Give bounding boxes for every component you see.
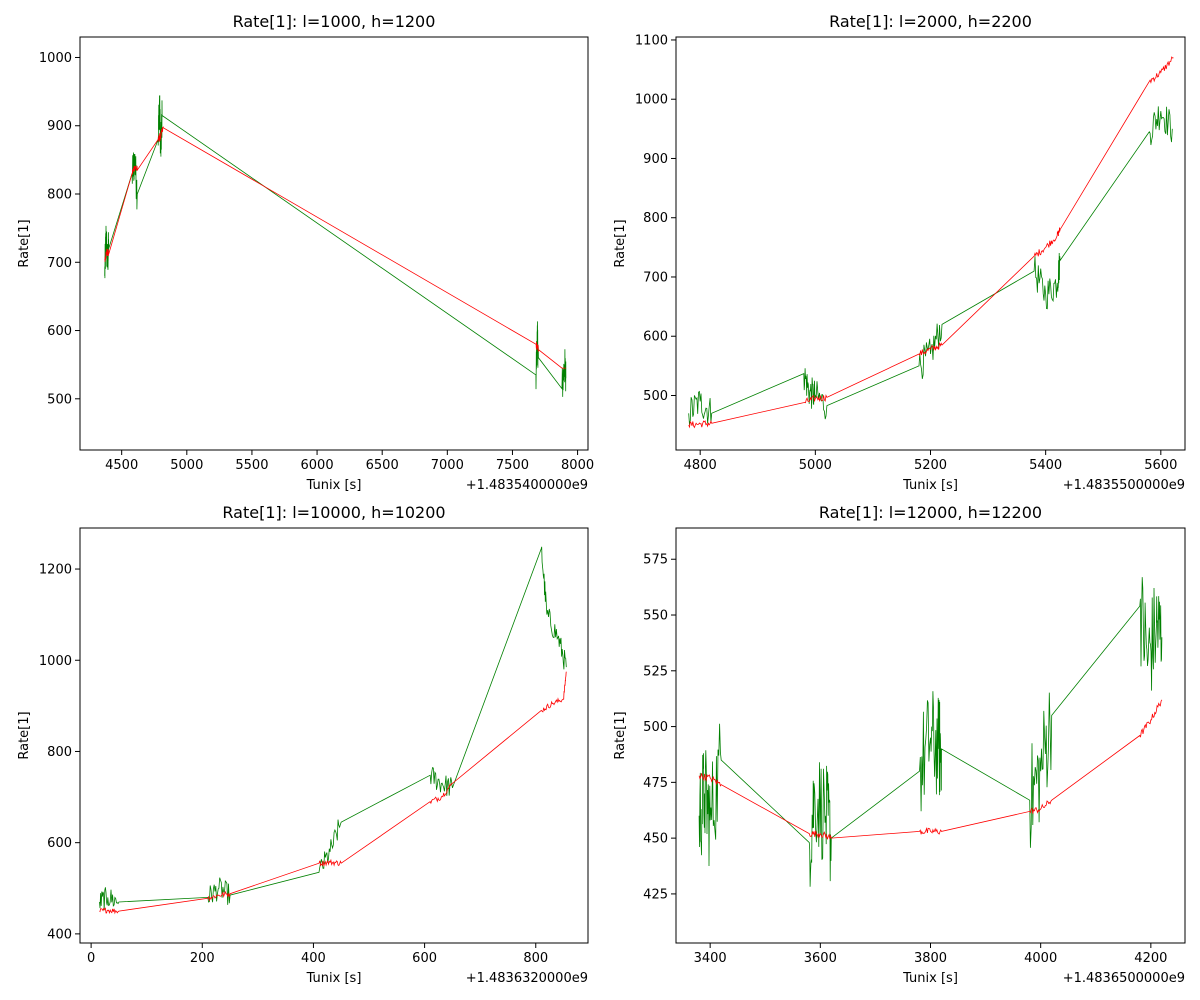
- y-tick-label: 700: [47, 256, 72, 271]
- series-line-red: [698, 699, 1163, 840]
- chart-title: Rate[1]: l=1000, h=1200: [233, 12, 436, 31]
- y-tick-label: 500: [47, 392, 72, 407]
- y-tick-label: 800: [643, 211, 668, 226]
- x-tick-label: 0: [87, 951, 95, 966]
- y-tick-label: 800: [47, 745, 72, 760]
- chart-panel-3: Rate[1]: l=10000, h=10200 0 200 400 600 800 40…: [17, 503, 589, 986]
- axes-frame: [675, 527, 1186, 944]
- chart-title: Rate[1]: l=2000, h=2200: [829, 12, 1032, 31]
- x-offset-text: +1.4836500000e9: [1063, 971, 1185, 986]
- series-group: [688, 56, 1174, 429]
- y-tick-label: 800: [47, 188, 72, 203]
- y-tick-label: 1200: [39, 563, 72, 578]
- y-axis-label: Rate[1]: [17, 711, 32, 759]
- x-offset-text: +1.4836320000e9: [466, 971, 588, 986]
- x-tick-label: 5000: [170, 458, 203, 473]
- x-axis-label: Tunix [s]: [306, 478, 362, 493]
- x-tick-label: 5600: [1144, 458, 1177, 473]
- x-tick-label: 600: [412, 951, 437, 966]
- y-tick-label: 525: [643, 664, 668, 679]
- x-axis-label: Tunix [s]: [902, 478, 958, 493]
- y-tick-label: 575: [643, 553, 668, 568]
- y-axis-label: Rate[1]: [17, 219, 32, 267]
- series-line-green: [104, 95, 567, 397]
- x-tick-label: 6000: [301, 458, 334, 473]
- y-tick-label: 700: [643, 270, 668, 285]
- axes-frame: [675, 36, 1186, 451]
- y-tick-label: 400: [47, 927, 72, 942]
- chart-title: Rate[1]: l=12000, h=12200: [819, 503, 1042, 522]
- x-tick-label: 400: [301, 951, 326, 966]
- x-tick-label: 5000: [799, 458, 832, 473]
- chart-title: Rate[1]: l=10000, h=10200: [222, 503, 445, 522]
- x-tick-label: 3400: [694, 951, 727, 966]
- y-axis-label: Rate[1]: [613, 711, 628, 759]
- y-tick-label: 1000: [39, 51, 72, 66]
- x-tick-label: 3600: [804, 951, 837, 966]
- series-group: [698, 577, 1163, 887]
- series-line-red: [104, 125, 566, 369]
- x-tick-label: 6500: [366, 458, 399, 473]
- x-tick-label: 4000: [1024, 951, 1057, 966]
- y-tick-label: 475: [643, 776, 668, 791]
- x-offset-text: +1.4835500000e9: [1063, 478, 1185, 493]
- x-tick-label: 7000: [431, 458, 464, 473]
- y-tick-label: 1000: [39, 654, 72, 669]
- x-tick-label: 200: [190, 951, 215, 966]
- y-tick-label: 500: [643, 720, 668, 735]
- x-tick-label: 8000: [561, 458, 594, 473]
- y-tick-label: 600: [47, 324, 72, 339]
- x-axis-label: Tunix [s]: [902, 971, 958, 986]
- y-tick-label: 550: [643, 609, 668, 624]
- chart-panel-1: Rate[1]: l=1000, h=1200 4500 5000 5500 6000 6…: [17, 12, 594, 493]
- series-group: [104, 95, 567, 397]
- series-line-green: [698, 577, 1163, 887]
- x-axis-label: Tunix [s]: [306, 971, 362, 986]
- x-tick-label: 4500: [105, 458, 138, 473]
- series-line-green: [688, 106, 1173, 425]
- y-tick-label: 900: [643, 152, 668, 167]
- y-axis-label: Rate[1]: [613, 219, 628, 267]
- series-line-red: [99, 671, 567, 915]
- x-tick-label: 5200: [914, 458, 947, 473]
- chart-panel-4: Rate[1]: l=12000, h=12200 3400 3600 3800 400…: [613, 503, 1186, 986]
- y-tick-label: 600: [47, 836, 72, 851]
- x-tick-label: 7500: [496, 458, 529, 473]
- series-line-red: [688, 56, 1174, 429]
- chart-panel-2: Rate[1]: l=2000, h=2200 4800 5000 5200 5400 5…: [613, 12, 1186, 493]
- y-tick-label: 450: [643, 832, 668, 847]
- x-tick-label: 4800: [684, 458, 717, 473]
- x-tick-label: 4200: [1134, 951, 1167, 966]
- series-group: [99, 546, 567, 915]
- axes-frame: [79, 527, 589, 944]
- y-tick-label: 600: [643, 330, 668, 345]
- y-tick-label: 1000: [635, 93, 668, 108]
- x-tick-label: 5500: [235, 458, 268, 473]
- y-tick-label: 425: [643, 887, 668, 902]
- y-tick-label: 900: [47, 119, 72, 134]
- y-tick-label: 500: [643, 389, 668, 404]
- x-offset-text: +1.4835400000e9: [466, 478, 588, 493]
- x-tick-label: 5400: [1029, 458, 1062, 473]
- y-tick-label: 1100: [635, 33, 668, 48]
- series-line-green: [99, 546, 567, 911]
- x-tick-label: 800: [523, 951, 548, 966]
- x-tick-label: 3800: [914, 951, 947, 966]
- axes-frame: [79, 36, 589, 451]
